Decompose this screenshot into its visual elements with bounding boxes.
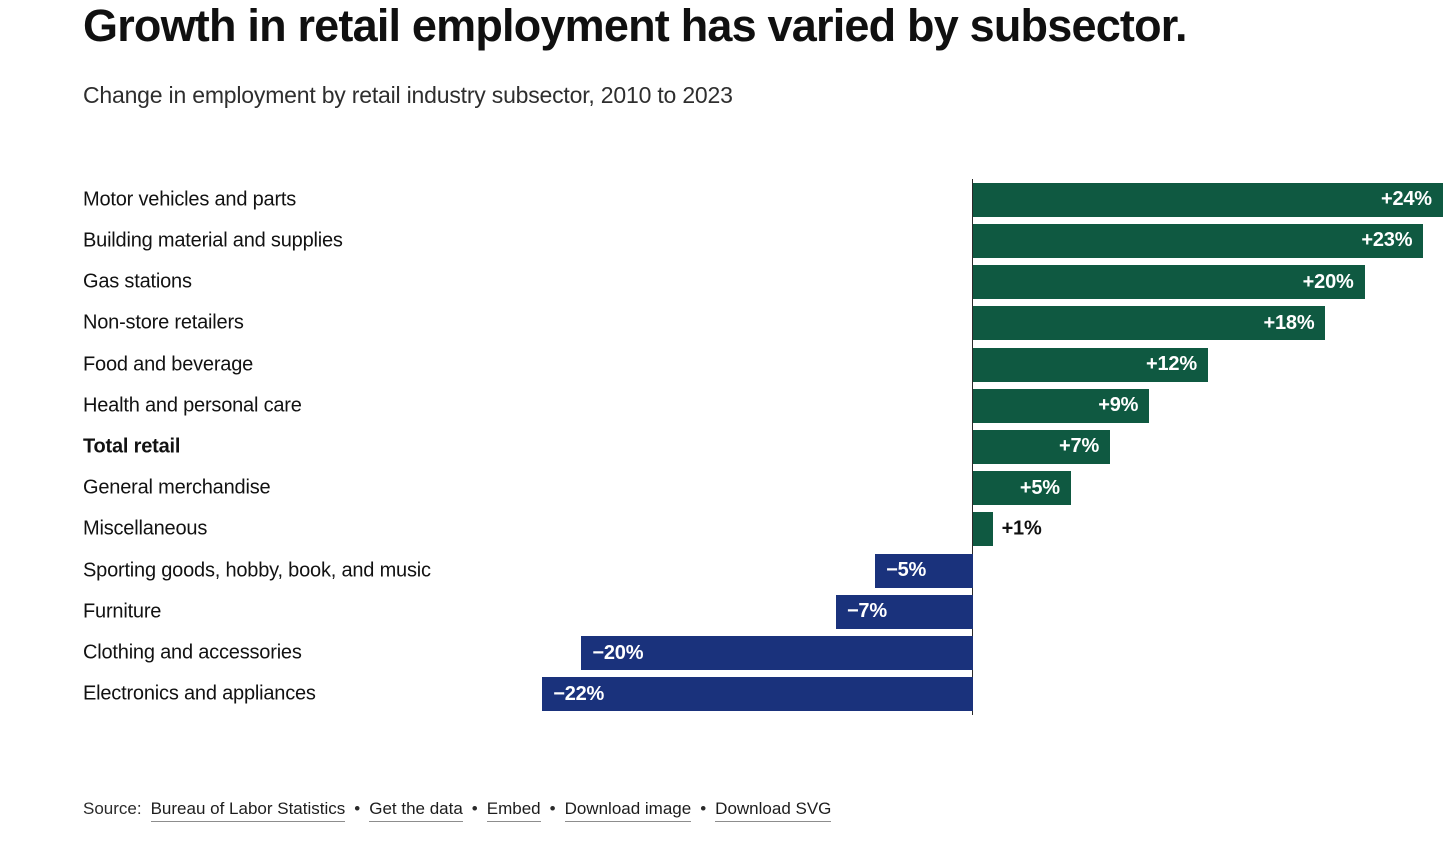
chart-bar: +24% bbox=[973, 182, 1443, 217]
chart-row: Clothing and accessories −20% bbox=[0, 633, 1456, 674]
footer-separator: • bbox=[700, 799, 707, 818]
chart-row: Non-store retailers +18% bbox=[0, 303, 1456, 344]
chart-row: Gas stations +20% bbox=[0, 261, 1456, 302]
chart-row: Building material and supplies +23% bbox=[0, 220, 1456, 261]
chart-row: Electronics and appliances −22% bbox=[0, 674, 1456, 715]
value-label: +12% bbox=[1146, 353, 1197, 376]
download-svg-link[interactable]: Download SVG bbox=[715, 799, 832, 822]
category-label: Sporting goods, hobby, book, and music bbox=[83, 559, 431, 582]
footer-separator: • bbox=[354, 799, 361, 818]
value-label: +9% bbox=[1098, 394, 1139, 417]
zero-axis-line bbox=[972, 179, 973, 715]
chart-bar: +9% bbox=[973, 388, 1150, 423]
value-label: +23% bbox=[1361, 229, 1413, 252]
chart-bar: −22% bbox=[542, 677, 973, 712]
category-label: Building material and supplies bbox=[83, 229, 343, 252]
category-label: Clothing and accessories bbox=[83, 641, 302, 664]
download-image-link[interactable]: Download image bbox=[564, 799, 692, 822]
bar-chart: Motor vehicles and parts +24% Building mat… bbox=[0, 179, 1456, 715]
category-label: Total retail bbox=[83, 435, 181, 458]
category-label: Motor vehicles and parts bbox=[83, 188, 297, 211]
chart-footer: Source: Bureau of Labor Statistics • Get… bbox=[83, 799, 832, 822]
category-label: Gas stations bbox=[83, 270, 192, 293]
value-label: +24% bbox=[1380, 188, 1432, 211]
category-label: Electronics and appliances bbox=[83, 682, 316, 705]
category-label: Miscellaneous bbox=[83, 517, 208, 540]
chart-row: Miscellaneous +1% bbox=[0, 509, 1456, 550]
chart-row: Health and personal care +9% bbox=[0, 385, 1456, 426]
chart-row: Furniture −7% bbox=[0, 591, 1456, 632]
source-link[interactable]: Bureau of Labor Statistics bbox=[150, 799, 346, 822]
chart-bar: +12% bbox=[973, 347, 1208, 382]
embed-link[interactable]: Embed bbox=[486, 799, 541, 822]
chart-bar: +23% bbox=[973, 223, 1424, 258]
category-label: Food and beverage bbox=[83, 353, 254, 376]
chart-bar: −20% bbox=[581, 636, 973, 671]
value-label: −5% bbox=[886, 559, 927, 582]
chart-row: Sporting goods, hobby, book, and music −5… bbox=[0, 550, 1456, 591]
value-label: −22% bbox=[553, 682, 605, 705]
category-label: Health and personal care bbox=[83, 394, 302, 417]
chart-bar: +7% bbox=[973, 429, 1111, 464]
value-label: −20% bbox=[592, 641, 644, 664]
chart-bar bbox=[973, 512, 993, 547]
value-label: +18% bbox=[1263, 311, 1315, 334]
footer-separator: • bbox=[471, 799, 478, 818]
value-label: −7% bbox=[846, 600, 887, 623]
value-label: +20% bbox=[1302, 270, 1354, 293]
value-label: +5% bbox=[1019, 476, 1060, 499]
chart-row: Motor vehicles and parts +24% bbox=[0, 179, 1456, 220]
chart-bar: +20% bbox=[973, 265, 1365, 300]
category-label: General merchandise bbox=[83, 476, 271, 499]
category-label: Non-store retailers bbox=[83, 311, 244, 334]
chart-row: Total retail +7% bbox=[0, 426, 1456, 467]
chart-row: General merchandise +5% bbox=[0, 468, 1456, 509]
source-label: Source: bbox=[83, 799, 142, 818]
value-label: +1% bbox=[1001, 517, 1042, 540]
get-the-data-link[interactable]: Get the data bbox=[369, 799, 463, 822]
chart-bar: +18% bbox=[973, 306, 1326, 341]
chart-title: Growth in retail employment has varied b… bbox=[83, 0, 1188, 51]
chart-bar: +5% bbox=[973, 471, 1071, 506]
category-label: Furniture bbox=[83, 600, 162, 623]
chart-row: Food and beverage +12% bbox=[0, 344, 1456, 385]
chart-bar: −7% bbox=[835, 594, 973, 629]
value-label: +7% bbox=[1059, 435, 1100, 458]
chart-subtitle: Change in employment by retail industry … bbox=[83, 82, 733, 108]
footer-separator: • bbox=[549, 799, 556, 818]
chart-bar: −5% bbox=[875, 553, 973, 588]
